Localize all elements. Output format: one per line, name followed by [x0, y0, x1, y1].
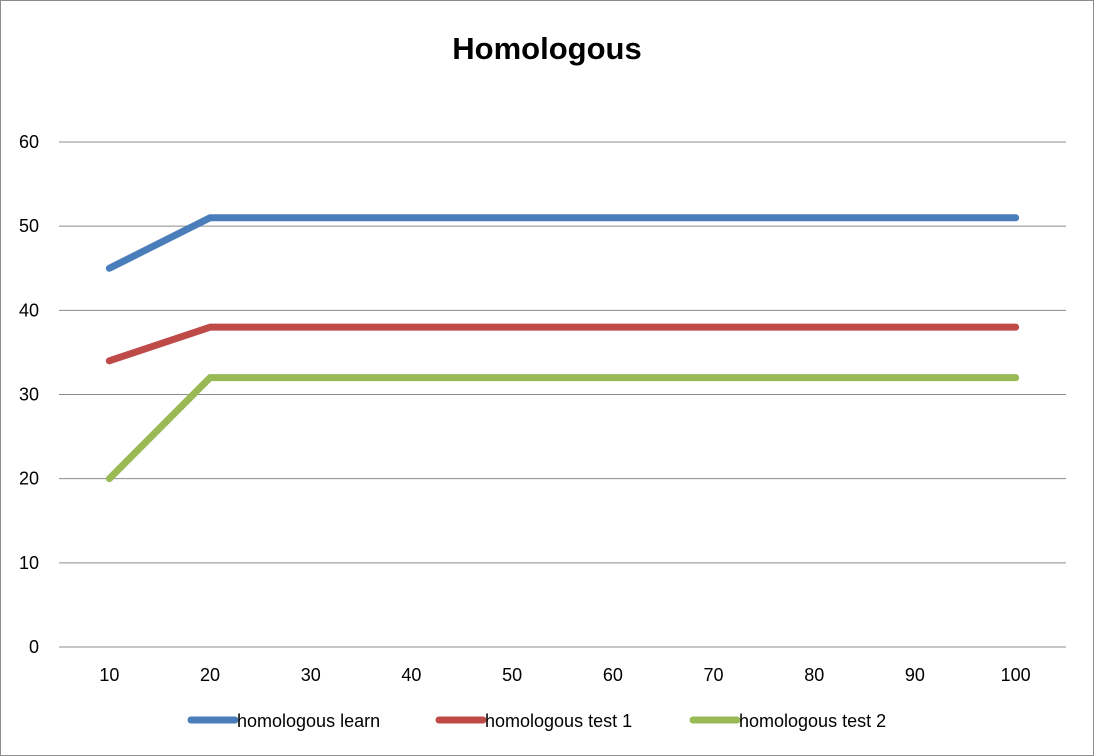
- x-tick-label: 90: [905, 665, 925, 685]
- data-point-series-2: [307, 324, 314, 331]
- data-point-series-1: [911, 214, 918, 221]
- y-tick-label: 40: [19, 300, 39, 320]
- data-point-series-2: [106, 357, 113, 364]
- data-point-series-1: [609, 214, 616, 221]
- data-point-series-2: [609, 324, 616, 331]
- data-point-series-3: [609, 374, 616, 381]
- y-tick-label: 30: [19, 385, 39, 405]
- data-point-series-3: [710, 374, 717, 381]
- axes: 0 10 20 30 40 50 60 10 20 30 40 50 60 70 80 90 100: [19, 132, 1031, 685]
- data-point-series-2: [509, 324, 516, 331]
- data-point-series-3: [911, 374, 918, 381]
- data-point-series-1: [408, 214, 415, 221]
- data-point-series-2: [710, 324, 717, 331]
- data-point-series-1: [811, 214, 818, 221]
- legend-label-series-2: homologous test 1: [485, 711, 632, 731]
- chart-title: Homologous: [452, 31, 641, 66]
- data-point-series-1: [106, 265, 113, 272]
- data-point-series-3: [106, 475, 113, 482]
- data-point-series-3: [509, 374, 516, 381]
- data-point-series-1: [509, 214, 516, 221]
- y-tick-label: 20: [19, 469, 39, 489]
- data-point-series-2: [911, 324, 918, 331]
- x-tick-label: 60: [603, 665, 623, 685]
- x-tick-label: 40: [401, 665, 421, 685]
- data-point-series-2: [1012, 324, 1019, 331]
- legend-label-series-1: homologous learn: [237, 711, 380, 731]
- data-point-series-2: [207, 324, 214, 331]
- y-tick-label: 60: [19, 132, 39, 152]
- data-point-series-1: [1012, 214, 1019, 221]
- series-lines: [105, 214, 1020, 483]
- legend: homologous learn homologous test 1 homolog…: [187, 711, 886, 731]
- data-point-series-3: [1012, 374, 1019, 381]
- data-point-series-3: [207, 374, 214, 381]
- y-tick-label: 50: [19, 216, 39, 236]
- series-line-1: [105, 214, 1020, 272]
- legend-label-series-3: homologous test 2: [739, 711, 886, 731]
- y-tick-label: 0: [29, 637, 39, 657]
- x-tick-label: 20: [200, 665, 220, 685]
- x-tick-label: 100: [1001, 665, 1031, 685]
- data-point-series-3: [307, 374, 314, 381]
- data-point-series-2: [408, 324, 415, 331]
- x-tick-label: 30: [301, 665, 321, 685]
- x-tick-label: 10: [99, 665, 119, 685]
- data-point-series-1: [710, 214, 717, 221]
- series-line-2: [105, 323, 1020, 365]
- y-tick-label: 10: [19, 553, 39, 573]
- data-point-series-1: [307, 214, 314, 221]
- data-point-series-3: [811, 374, 818, 381]
- data-point-series-1: [207, 214, 214, 221]
- x-tick-label: 50: [502, 665, 522, 685]
- gridlines: [59, 141, 1066, 648]
- data-point-series-2: [811, 324, 818, 331]
- x-tick-label: 80: [804, 665, 824, 685]
- data-point-series-3: [408, 374, 415, 381]
- x-tick-label: 70: [704, 665, 724, 685]
- series-line-3: [105, 374, 1020, 483]
